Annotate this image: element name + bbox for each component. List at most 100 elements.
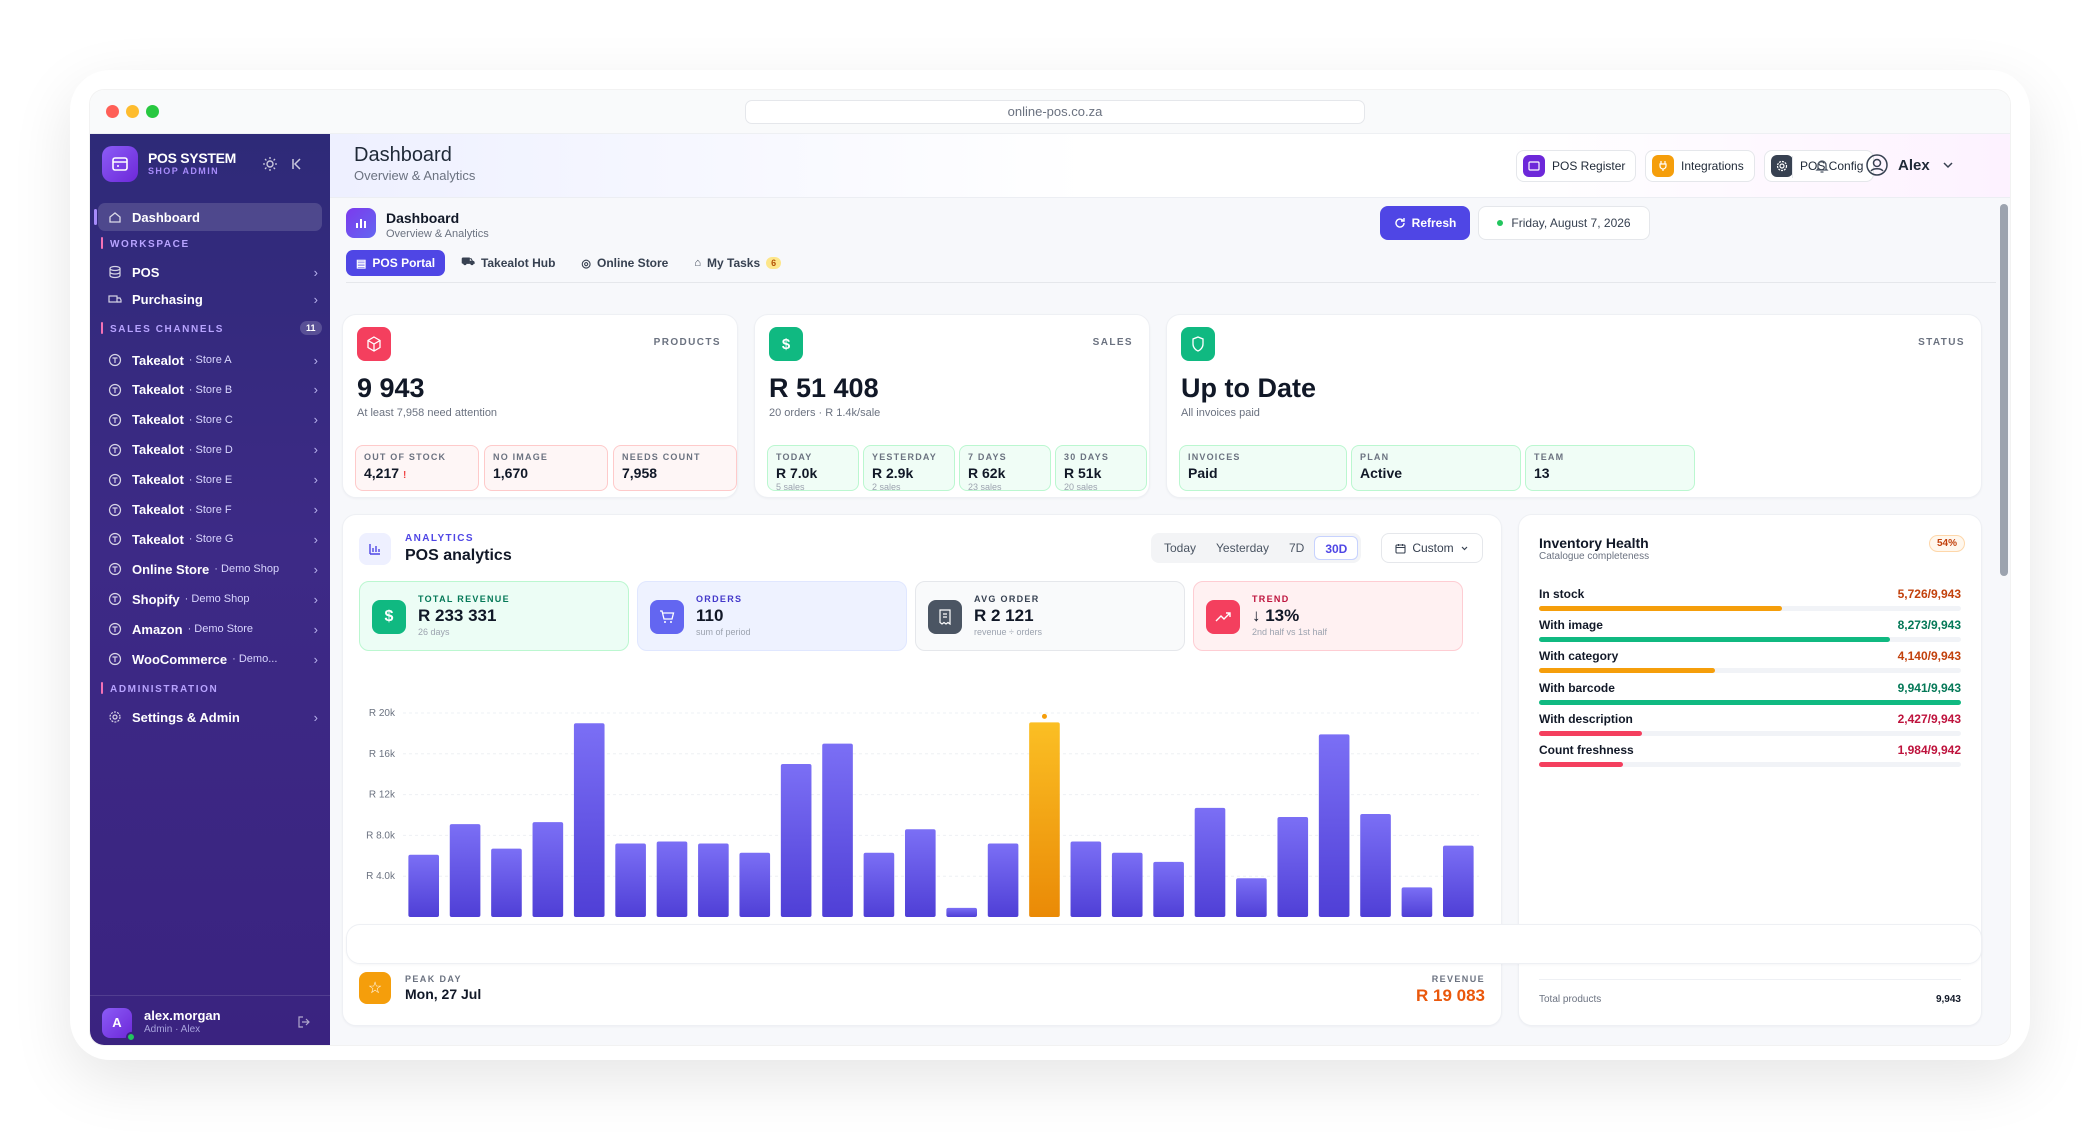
truck-icon <box>108 295 122 303</box>
y-tick-label: R 8.0k <box>366 830 396 841</box>
bar[interactable] <box>1194 807 1226 917</box>
stat-sub: 2nd half vs 1st half <box>1252 627 1328 637</box>
tab-my-tasks[interactable]: ⌂ My Tasks 6 <box>684 250 791 276</box>
total-revenue-stat: $ TOTAL REVENUE R 233 331 26 days <box>359 581 629 651</box>
bar[interactable] <box>532 822 564 917</box>
scrollbar[interactable] <box>2000 204 2008 576</box>
bar[interactable] <box>491 848 522 917</box>
url-bar[interactable]: online-pos.co.za <box>745 100 1365 124</box>
stat-sub: revenue ÷ orders <box>974 627 1042 637</box>
out-of-stock-tile[interactable]: OUT OF STOCK 4,217 ! <box>355 445 479 491</box>
bar[interactable] <box>1277 817 1309 917</box>
sidebar-item-channel-1[interactable]: Takealot · Store A › <box>108 350 318 370</box>
brand-subtitle: SHOP ADMIN <box>148 166 220 176</box>
bar[interactable] <box>739 852 771 917</box>
sidebar-item-channel-2[interactable]: Takealot · Store B › <box>108 380 318 400</box>
peak-bar[interactable] <box>1029 722 1060 917</box>
minimize-window-button[interactable] <box>126 105 139 118</box>
pos-register-button[interactable]: POS Register <box>1516 150 1637 182</box>
invoices-tile[interactable]: INVOICES Paid <box>1179 445 1347 491</box>
sidebar-item-channel-8[interactable]: Online Store · Demo Shop › <box>108 559 318 579</box>
no-image-tile[interactable]: NO IMAGE 1,670 <box>484 445 608 491</box>
bar[interactable] <box>1111 852 1143 917</box>
stat-value: ↓ 13% <box>1252 606 1300 625</box>
peak-day-row: ☆ PEAK DAY Mon, 27 Jul REVENUE R 19 083 <box>359 957 1485 1007</box>
tab-takealot-hub[interactable]: ⛟ Takealot Hub <box>451 250 565 276</box>
sales-7-days-tile[interactable]: 7 DAYS R 62k 23 sales <box>959 445 1051 492</box>
progress-track <box>1539 606 1961 611</box>
user-profile[interactable]: A alex.morgan Admin · Alex <box>90 995 330 1045</box>
sidebar-item-sub: · Demo Shop <box>214 563 280 576</box>
tab-online-store[interactable]: ◎ Online Store <box>571 250 678 276</box>
chevron-right-icon: › <box>313 502 318 517</box>
sales-yesterday-tile[interactable]: YESTERDAY R 2.9k 2 sales <box>863 445 955 492</box>
account-menu[interactable]: Alex <box>1866 154 1954 176</box>
sidebar-item-settings[interactable]: Settings & Admin › <box>108 707 318 727</box>
bar[interactable] <box>987 843 1019 917</box>
collapse-sidebar-icon[interactable] <box>290 156 306 172</box>
section-label: SALES CHANNELS <box>110 324 225 335</box>
logout-icon[interactable] <box>298 1016 310 1028</box>
sidebar-item-channel-9[interactable]: Shopify · Demo Shop › <box>108 589 318 609</box>
sidebar-item-channel-3[interactable]: Takealot · Store C › <box>108 410 318 430</box>
bar[interactable] <box>1153 861 1184 917</box>
integrations-button[interactable]: Integrations <box>1645 150 1755 182</box>
sidebar-item-channel-11[interactable]: WooCommerce · Demo... › <box>108 649 318 669</box>
tab-pos-portal[interactable]: ▤ POS Portal <box>346 250 446 276</box>
brand-logo <box>102 146 138 182</box>
sales-30-days-tile[interactable]: 30 DAYS R 51k 20 sales <box>1055 445 1147 492</box>
custom-range-button[interactable]: Custom <box>1381 533 1483 563</box>
bar[interactable] <box>1401 887 1433 917</box>
theme-toggle-icon[interactable] <box>262 156 278 172</box>
range-yesterday[interactable]: Yesterday <box>1216 541 1269 555</box>
bell-icon[interactable] <box>1814 158 1830 174</box>
sales-today-tile[interactable]: TODAY R 7.0k 5 sales <box>767 445 859 492</box>
needs-count-tile[interactable]: NEEDS COUNT 7,958 <box>613 445 737 491</box>
receipt-icon <box>928 600 962 634</box>
bar[interactable] <box>1442 845 1474 917</box>
bar[interactable] <box>573 723 605 917</box>
refresh-button[interactable]: Refresh <box>1380 206 1470 240</box>
plan-tile[interactable]: PLAN Active <box>1351 445 1521 491</box>
sidebar-item-channel-10[interactable]: Amazon · Demo Store › <box>108 619 318 639</box>
bar[interactable] <box>449 824 481 917</box>
sidebar-item-purchasing[interactable]: Purchasing › <box>108 289 318 309</box>
sidebar-item-channel-7[interactable]: Takealot · Store G › <box>108 529 318 549</box>
bar[interactable] <box>1318 734 1350 917</box>
sidebar-item-dashboard[interactable]: Dashboard <box>108 207 318 227</box>
team-tile[interactable]: TEAM 13 <box>1525 445 1695 491</box>
bar[interactable] <box>780 764 812 917</box>
close-window-button[interactable] <box>106 105 119 118</box>
bar[interactable] <box>1360 813 1391 917</box>
sidebar-item-pos[interactable]: POS › <box>108 262 318 282</box>
chevron-down-icon <box>1943 162 1953 169</box>
sidebar-item-channel-6[interactable]: Takealot · Store F › <box>108 500 318 520</box>
progress-fill <box>1539 730 1642 736</box>
bar[interactable] <box>408 854 440 917</box>
bar[interactable] <box>1070 841 1102 917</box>
peak-marker <box>1041 713 1047 719</box>
bar[interactable] <box>863 852 895 917</box>
inventory-row: With barcode 9,941/9,943 <box>1539 681 1961 711</box>
globe-icon: ◎ <box>581 257 592 270</box>
sidebar-item-sub-text: Store D <box>195 443 233 456</box>
bar[interactable] <box>1236 878 1267 917</box>
bar[interactable] <box>904 829 936 917</box>
inventory-row: In stock 5,726/9,943 <box>1539 587 1961 617</box>
bar[interactable] <box>656 841 688 917</box>
bar[interactable] <box>822 743 853 917</box>
stat-label: TOTAL REVENUE <box>418 594 510 604</box>
refresh-icon <box>1394 218 1405 228</box>
sidebar-item-channel-4[interactable]: Takealot · Store D › <box>108 440 318 460</box>
pos-config-button[interactable]: POS Config <box>1764 150 1875 182</box>
range-today[interactable]: Today <box>1164 541 1197 555</box>
bar[interactable] <box>946 907 978 917</box>
sidebar-item-channel-5[interactable]: Takealot · Store E › <box>108 470 318 490</box>
maximize-window-button[interactable] <box>146 105 159 118</box>
range-7d[interactable]: 7D <box>1288 541 1305 555</box>
range-30d[interactable]: 30D <box>1314 536 1359 560</box>
bar[interactable] <box>615 843 646 917</box>
stat-value: 110 <box>696 606 724 625</box>
progress-fill <box>1539 699 1961 705</box>
bar[interactable] <box>698 843 729 917</box>
